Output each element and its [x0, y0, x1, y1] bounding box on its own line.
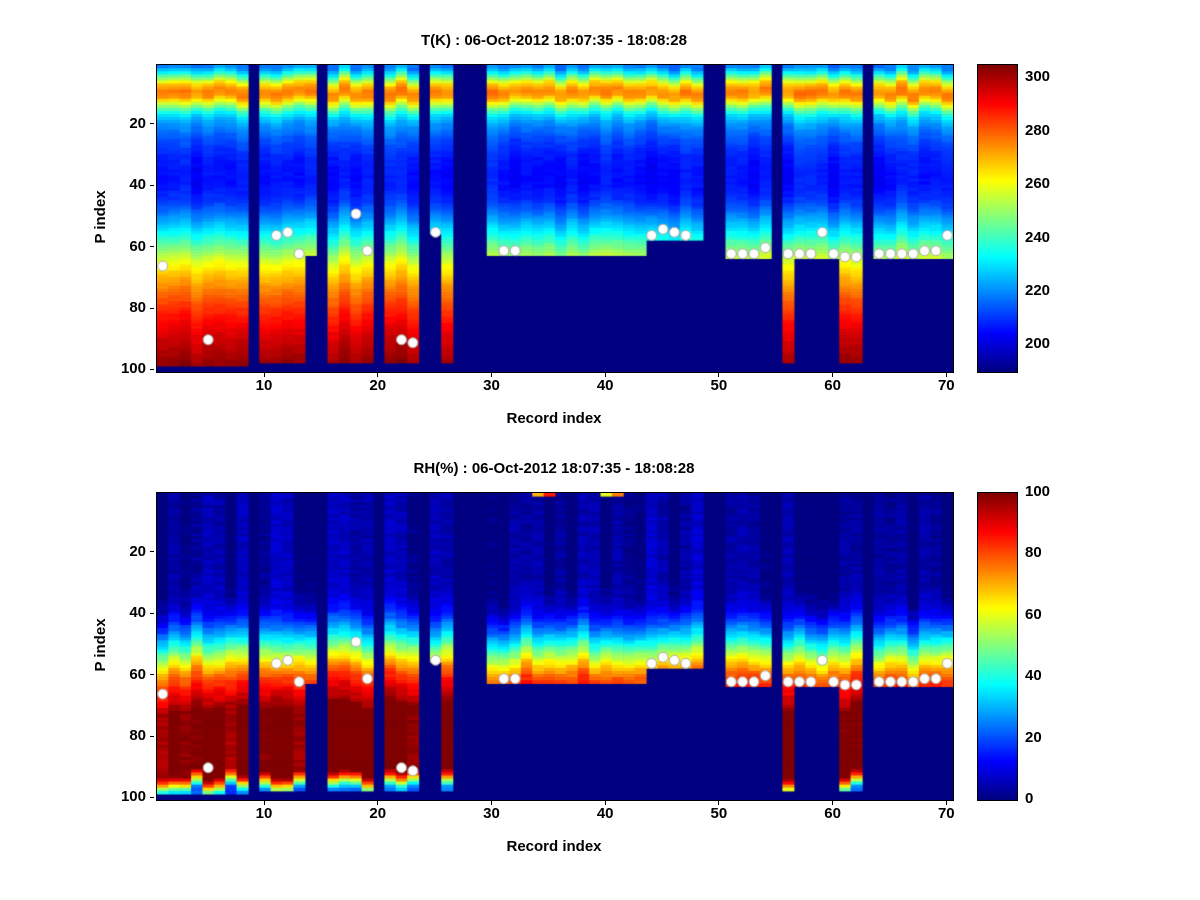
x-tick-label: 10	[255, 377, 273, 394]
y-tick-label: 60	[129, 237, 146, 255]
x-axis-tick	[832, 801, 834, 805]
x-axis-tick	[832, 373, 834, 377]
humidity-xaxis-label: Record index	[506, 838, 602, 855]
y-tick-label: 100	[120, 360, 146, 378]
colorbar-tick-label: 80	[1025, 544, 1042, 562]
humidity-plot-title: RH(%) : 06-Oct-2012 18:07:35 - 18:08:28	[413, 460, 695, 477]
temperature-heatmap	[156, 64, 954, 373]
x-axis-tick	[377, 373, 379, 377]
y-axis-tick	[150, 123, 154, 125]
x-axis-tick	[604, 373, 606, 377]
y-tick-label: 80	[129, 299, 146, 317]
x-axis-tick	[490, 801, 492, 805]
colorbar-tick-label: 100	[1025, 483, 1051, 500]
x-tick-label: 50	[710, 377, 728, 394]
x-tick-label: 60	[824, 377, 841, 394]
colorbar-tick-label: 40	[1025, 667, 1042, 685]
x-axis-tick	[604, 801, 606, 805]
x-tick-label: 30	[483, 805, 500, 822]
y-axis-tick	[150, 551, 154, 553]
temperature-plot-title: T(K) : 06-Oct-2012 18:07:35 - 18:08:28	[421, 32, 687, 49]
colorbar-tick-label: 260	[1025, 175, 1051, 193]
x-tick-label: 20	[369, 805, 387, 822]
x-tick-label: 40	[596, 805, 614, 822]
y-axis-tick	[150, 368, 154, 370]
x-axis-tick	[718, 373, 720, 377]
x-tick-label: 70	[937, 805, 955, 822]
y-tick-label: 80	[129, 727, 146, 745]
y-tick-label: 20	[129, 542, 146, 560]
y-tick-label: 40	[129, 604, 146, 622]
temperature-xaxis-label: Record index	[506, 410, 602, 427]
colorbar-tick-label: 60	[1025, 605, 1042, 623]
colorbar-tick-label: 200	[1025, 335, 1051, 353]
y-axis-tick	[150, 307, 154, 309]
x-axis-tick	[945, 373, 947, 377]
y-axis-tick	[150, 612, 154, 614]
colorbar-tick-label: 240	[1025, 228, 1051, 246]
x-axis-tick	[945, 801, 947, 805]
x-axis-tick	[490, 373, 492, 377]
humidity-heatmap	[156, 492, 954, 801]
x-tick-label: 20	[369, 377, 387, 394]
y-axis-tick	[150, 246, 154, 248]
temperature-colorbar	[977, 64, 1018, 373]
y-axis-tick	[150, 735, 154, 737]
colorbar-tick-label: 280	[1025, 121, 1051, 139]
x-axis-tick	[263, 801, 265, 805]
colorbar-tick-label: 0	[1025, 790, 1034, 807]
x-axis-tick	[718, 801, 720, 805]
x-tick-label: 70	[937, 377, 955, 394]
x-tick-label: 10	[255, 805, 273, 822]
y-axis-tick	[150, 796, 154, 798]
colorbar-tick-label: 20	[1025, 728, 1042, 746]
x-axis-tick	[263, 373, 265, 377]
y-tick-label: 60	[129, 665, 146, 683]
y-axis-tick	[150, 184, 154, 186]
colorbar-tick-label: 300	[1025, 68, 1051, 86]
x-tick-label: 50	[710, 805, 728, 822]
y-axis-tick	[150, 674, 154, 676]
humidity-colorbar	[977, 492, 1018, 801]
x-tick-label: 30	[483, 377, 500, 394]
colorbar-tick-label: 220	[1025, 281, 1051, 299]
y-tick-label: 40	[129, 176, 146, 194]
x-tick-label: 60	[824, 805, 841, 822]
y-tick-label: 100	[120, 788, 146, 806]
x-tick-label: 40	[596, 377, 614, 394]
x-axis-tick	[377, 801, 379, 805]
y-tick-label: 20	[129, 114, 146, 132]
